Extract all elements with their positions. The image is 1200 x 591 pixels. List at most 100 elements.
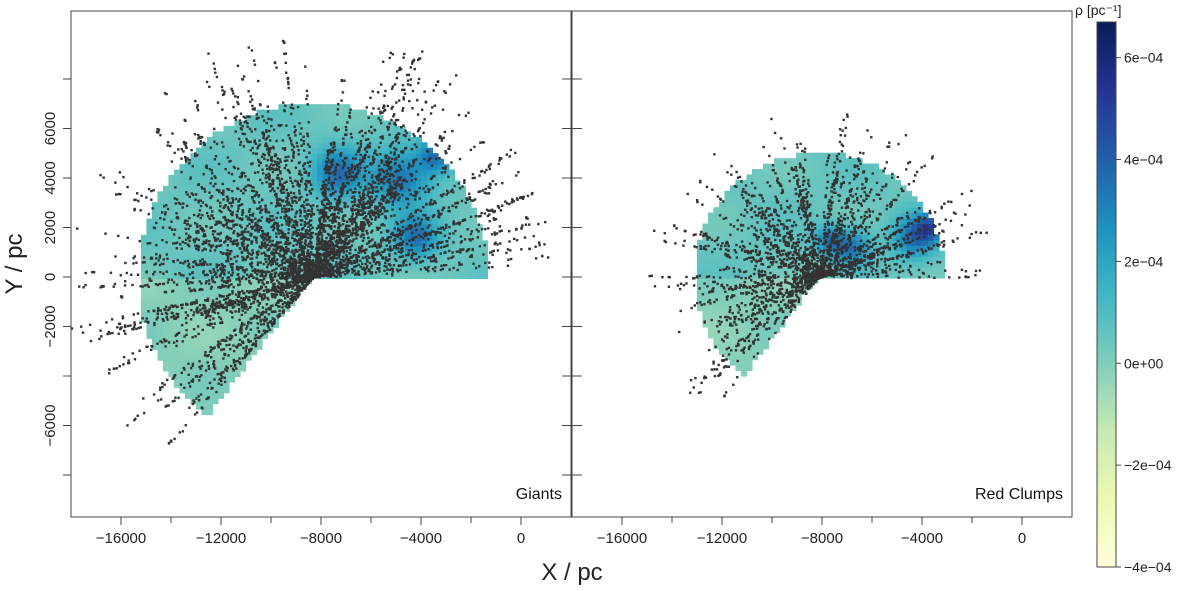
- density-cell: [228, 338, 236, 345]
- density-cell: [316, 109, 324, 116]
- star-point: [220, 85, 224, 89]
- star-point: [427, 232, 431, 235]
- density-cell: [201, 164, 208, 171]
- density-cell: [217, 147, 225, 154]
- density-cell: [195, 169, 203, 176]
- density-cell: [426, 267, 434, 274]
- density-cell: [223, 229, 230, 236]
- density-cell: [206, 142, 214, 149]
- density-cell: [278, 305, 285, 312]
- density-cell: [206, 251, 214, 258]
- star-point: [362, 266, 365, 269]
- density-cell: [256, 125, 263, 133]
- star-point: [228, 293, 231, 296]
- density-cell: [245, 196, 252, 203]
- density-cell: [305, 191, 313, 198]
- density-cell: [454, 240, 461, 247]
- star-point: [268, 182, 271, 185]
- density-cell: [234, 234, 241, 241]
- star-point: [235, 115, 238, 118]
- density-cell: [316, 196, 324, 203]
- star-point: [213, 346, 216, 349]
- star-point: [201, 307, 205, 310]
- star-point: [459, 251, 462, 254]
- star-point: [485, 208, 489, 212]
- star-point: [457, 221, 460, 224]
- density-cell: [168, 332, 175, 339]
- star-point: [332, 181, 336, 185]
- density-cell: [146, 218, 153, 225]
- density-cell: [404, 272, 412, 280]
- density-cell: [245, 332, 252, 339]
- star-point: [221, 304, 225, 307]
- density-cell: [201, 387, 208, 394]
- star-point: [408, 99, 411, 103]
- density-cell: [426, 164, 434, 171]
- density-cell: [382, 142, 390, 149]
- star-point: [217, 382, 220, 385]
- density-cell: [465, 202, 472, 209]
- star-point: [213, 270, 216, 273]
- star-point: [166, 144, 169, 147]
- star-point: [155, 253, 158, 256]
- density-cell: [360, 272, 368, 280]
- density-cell: [344, 185, 351, 192]
- density-cell: [355, 240, 362, 247]
- density-cell: [393, 251, 401, 258]
- star-point: [205, 299, 208, 302]
- star-point: [358, 131, 361, 134]
- density-cell: [278, 251, 285, 258]
- density-cell: [377, 180, 384, 187]
- star-point: [506, 248, 510, 251]
- star-point: [467, 247, 471, 251]
- star-point: [184, 311, 188, 314]
- density-cell: [140, 305, 148, 312]
- star-point: [157, 307, 160, 310]
- density-cell: [278, 136, 285, 143]
- star-point: [419, 235, 423, 238]
- density-cell: [399, 234, 406, 241]
- density-cell: [217, 240, 225, 247]
- density-cell: [173, 289, 181, 296]
- density-cell: [311, 147, 318, 154]
- star-point: [269, 307, 272, 311]
- star-point: [303, 242, 307, 245]
- star-point: [497, 162, 500, 166]
- star-point: [273, 310, 276, 313]
- star-point: [325, 179, 328, 182]
- density-cell: [223, 164, 230, 171]
- density-cell: [371, 202, 379, 209]
- star-point: [427, 256, 430, 260]
- star-point: [248, 290, 252, 293]
- density-cell: [338, 213, 346, 220]
- star-point: [417, 128, 421, 131]
- density-cell: [388, 125, 395, 133]
- star-point: [279, 189, 283, 193]
- star-point: [333, 128, 336, 131]
- density-cell: [173, 202, 181, 209]
- star-point: [447, 236, 451, 240]
- star-point: [330, 263, 333, 266]
- density-cell: [344, 109, 351, 116]
- star-point: [199, 367, 202, 370]
- star-point: [119, 274, 123, 277]
- star-point: [431, 186, 434, 190]
- star-point: [241, 78, 244, 81]
- star-point: [388, 174, 392, 178]
- star-point: [235, 239, 239, 242]
- density-cell: [223, 316, 230, 323]
- density-cell: [289, 174, 296, 182]
- density-cell: [415, 229, 423, 236]
- density-cell: [289, 218, 296, 225]
- density-cell: [382, 169, 390, 176]
- star-point: [376, 207, 379, 210]
- star-point: [523, 236, 527, 239]
- density-cell: [399, 213, 406, 220]
- density-cell: [289, 120, 296, 127]
- star-point: [174, 304, 177, 307]
- density-cell: [168, 174, 175, 182]
- star-point: [347, 261, 350, 265]
- star-point: [515, 227, 518, 231]
- density-cell: [393, 169, 401, 176]
- star-point: [244, 269, 247, 272]
